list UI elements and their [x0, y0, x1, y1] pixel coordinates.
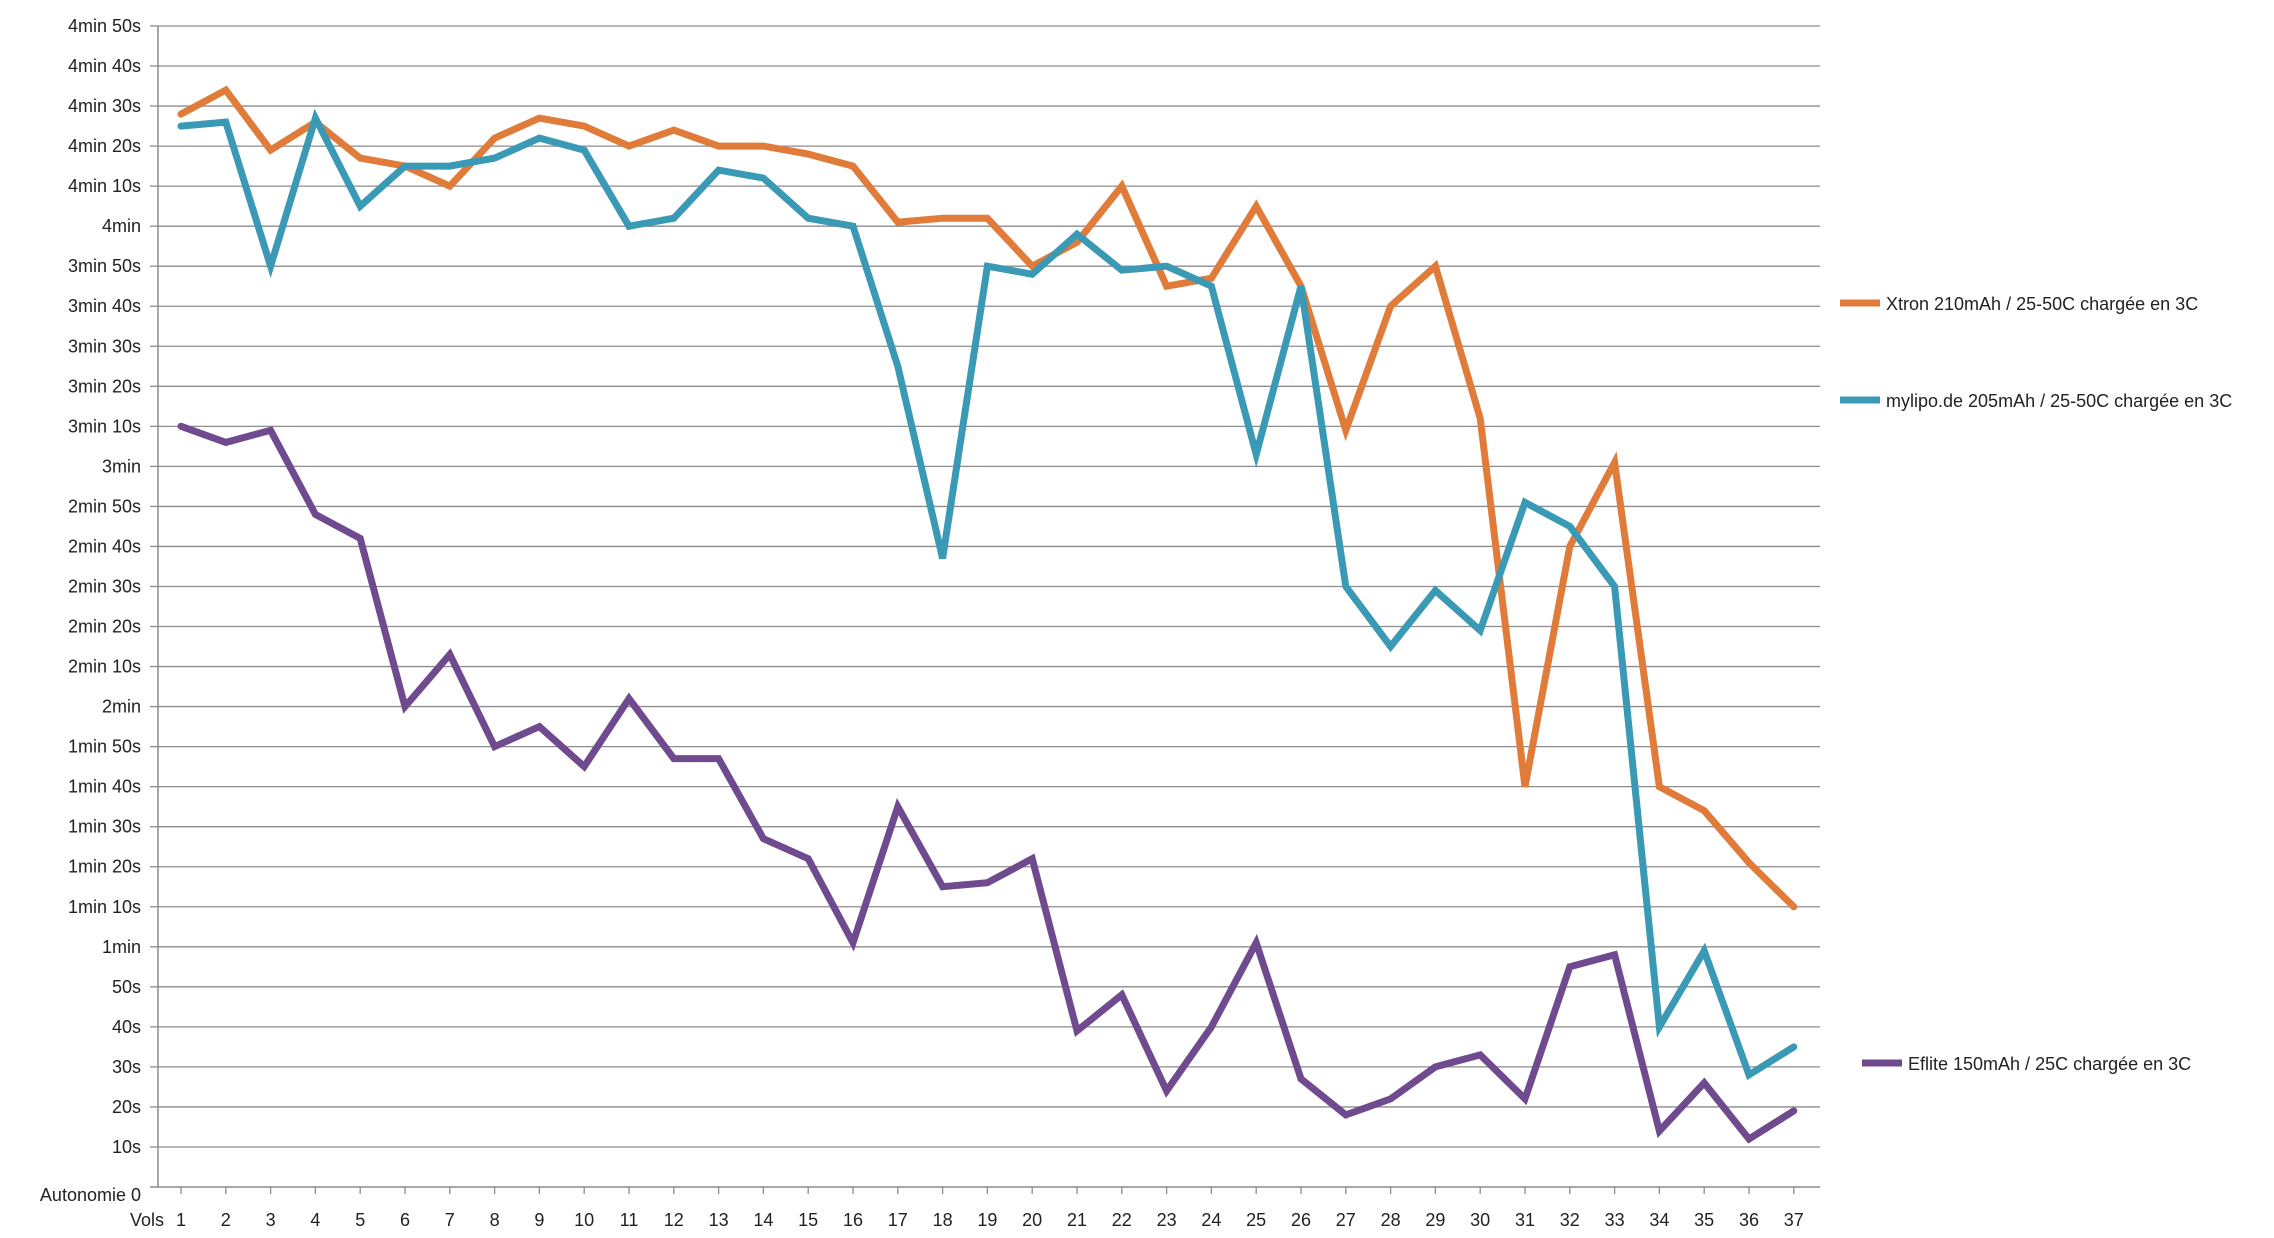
- legend-label: mylipo.de 205mAh / 25-50C chargée en 3C: [1886, 391, 2232, 411]
- y-tick-label: 3min: [102, 456, 141, 476]
- y-tick-label: 1min 20s: [68, 857, 141, 877]
- y-tick-label: 30s: [112, 1057, 141, 1077]
- x-tick-label: 32: [1560, 1210, 1580, 1230]
- x-tick-label: 13: [709, 1210, 729, 1230]
- x-tick-label: 34: [1649, 1210, 1669, 1230]
- x-tick-label: 19: [977, 1210, 997, 1230]
- y-tick-label: 40s: [112, 1017, 141, 1037]
- x-tick-label: 14: [753, 1210, 773, 1230]
- x-tick-label: 24: [1201, 1210, 1221, 1230]
- x-tick-label: 10: [574, 1210, 594, 1230]
- y-tick-label: 3min 50s: [68, 256, 141, 276]
- y-tick-label: 3min 40s: [68, 296, 141, 316]
- axes: [150, 25, 1820, 1194]
- x-tick-label: 12: [664, 1210, 684, 1230]
- x-tick-label: 5: [355, 1210, 365, 1230]
- x-axis-unit-label: Vols: [130, 1210, 164, 1230]
- x-tick-label: 17: [888, 1210, 908, 1230]
- y-tick-label: 2min 10s: [68, 657, 141, 677]
- y-zero-label: Autonomie 0: [40, 1185, 141, 1205]
- y-tick-label: 1min: [102, 937, 141, 957]
- x-tick-label: 27: [1336, 1210, 1356, 1230]
- y-tick-label: 4min: [102, 216, 141, 236]
- x-tick-label: 37: [1784, 1210, 1804, 1230]
- y-tick-label: 50s: [112, 977, 141, 997]
- y-tick-label: 1min 50s: [68, 737, 141, 757]
- y-tick-labels: 10s 20s 30s 40s 50s 1min 1min 10s 1min 20s 1min …: [68, 16, 141, 1157]
- series-line-2: [177, 108, 1798, 1081]
- x-tick-label: 22: [1112, 1210, 1132, 1230]
- y-tick-label: 2min 50s: [68, 496, 141, 516]
- x-tick-label: 26: [1291, 1210, 1311, 1230]
- x-tick-label: 28: [1381, 1210, 1401, 1230]
- legend-label: Xtron 210mAh / 25-50C chargée en 3C: [1886, 294, 2198, 314]
- x-tick-label: 6: [400, 1210, 410, 1230]
- x-tick-label: 18: [933, 1210, 953, 1230]
- x-tick-label: 7: [445, 1210, 455, 1230]
- y-tick-label: 3min 10s: [68, 416, 141, 436]
- y-tick-label: 3min 30s: [68, 336, 141, 356]
- x-tick-label: 25: [1246, 1210, 1266, 1230]
- y-tick-label: 1min 30s: [68, 817, 141, 837]
- gridlines: [158, 25, 1820, 1148]
- x-tick-label: 20: [1022, 1210, 1042, 1230]
- y-tick-label: 4min 50s: [68, 16, 141, 36]
- x-tick-label: 31: [1515, 1210, 1535, 1230]
- y-tick-label: 2min: [102, 697, 141, 717]
- y-tick-label: 2min 40s: [68, 536, 141, 556]
- y-tick-label: 4min 40s: [68, 56, 141, 76]
- x-tick-label: 9: [534, 1210, 544, 1230]
- y-tick-label: 3min 20s: [68, 376, 141, 396]
- y-tick-label: 10s: [112, 1137, 141, 1157]
- x-tick-label: 29: [1425, 1210, 1445, 1230]
- y-tick-label: 4min 10s: [68, 176, 141, 196]
- series-lines: [177, 85, 1798, 1144]
- x-tick-label: 23: [1157, 1210, 1177, 1230]
- series-line-1: [177, 85, 1798, 911]
- x-tick-label: 33: [1605, 1210, 1625, 1230]
- y-tick-label: 1min 40s: [68, 777, 141, 797]
- y-tick-label: 1min 10s: [68, 897, 141, 917]
- y-tick-label: 20s: [112, 1097, 141, 1117]
- x-tick-label: 30: [1470, 1210, 1490, 1230]
- x-tick-label: 36: [1739, 1210, 1759, 1230]
- x-tick-label: 15: [798, 1210, 818, 1230]
- x-tick-label: 16: [843, 1210, 863, 1230]
- x-tick-label: 11: [620, 1210, 639, 1230]
- legend: Xtron 210mAh / 25-50C chargée en 3C mylip…: [1840, 294, 2232, 1074]
- y-tick-label: 4min 20s: [68, 136, 141, 156]
- x-tick-label: 21: [1067, 1210, 1087, 1230]
- x-tick-label: 3: [266, 1210, 276, 1230]
- x-tick-label: 35: [1694, 1210, 1714, 1230]
- x-tick-labels: 1 2 3 4 5 6 7 8 9 10 11 12 13 14 15 16 17 18 19 20 21 22 23 24 2…: [176, 1210, 1804, 1230]
- y-tick-label: 2min 30s: [68, 576, 141, 596]
- y-tick-label: 2min 20s: [68, 617, 141, 637]
- x-tick-label: 4: [310, 1210, 320, 1230]
- legend-label: Eflite 150mAh / 25C chargée en 3C: [1908, 1054, 2191, 1074]
- x-tick-label: 1: [176, 1210, 186, 1230]
- x-tick-label: 2: [221, 1210, 231, 1230]
- series-line-3: [177, 422, 1798, 1144]
- y-tick-label: 4min 30s: [68, 96, 141, 116]
- x-tick-label: 8: [490, 1210, 500, 1230]
